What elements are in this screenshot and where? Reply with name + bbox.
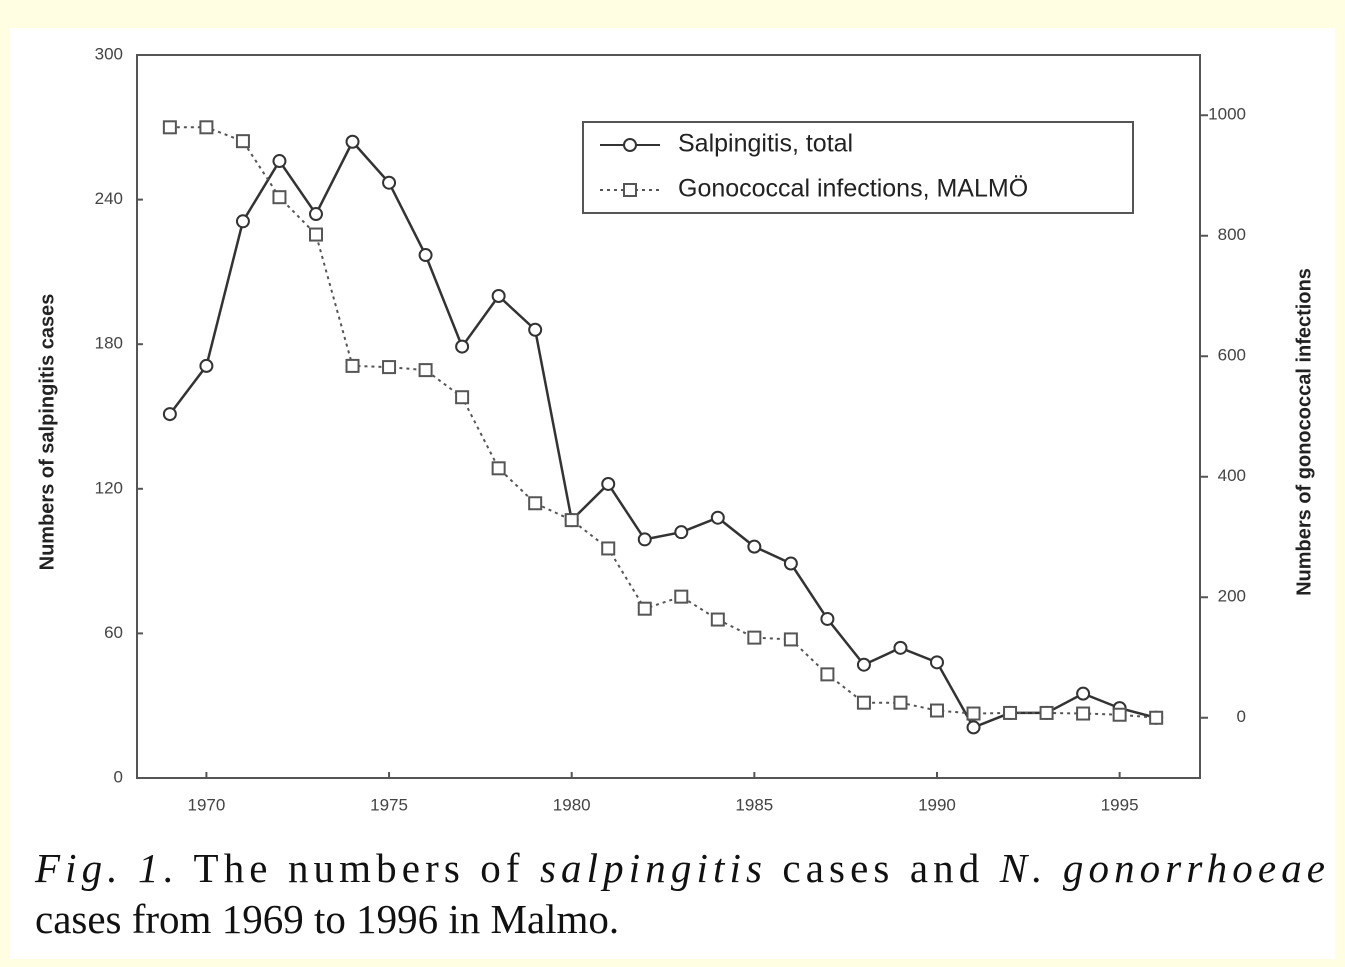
marker-square — [235, 134, 250, 149]
marker-circle — [601, 476, 616, 491]
marker-square — [382, 360, 397, 375]
legend-label: Salpingitis, total — [678, 130, 853, 158]
marker-circle — [382, 175, 397, 190]
marker-circle — [929, 655, 944, 670]
marker-square — [1039, 705, 1054, 720]
x-tick-label: 1995 — [1101, 795, 1139, 814]
x-tick-label: 1975 — [370, 795, 408, 814]
y2-tick-label: 400 — [1218, 466, 1246, 485]
caption-part: salpingitis — [540, 845, 762, 891]
y2-tick-label: 200 — [1218, 587, 1246, 606]
y-tick-label: 180 — [95, 334, 123, 353]
marker-square — [491, 461, 506, 476]
marker-circle — [820, 611, 835, 626]
marker-circle — [966, 720, 981, 735]
marker-square — [601, 541, 616, 556]
marker-circle — [418, 248, 433, 263]
marker-circle — [623, 138, 637, 152]
marker-square — [162, 120, 177, 135]
x-tick-label: 1985 — [735, 795, 773, 814]
marker-square — [929, 703, 944, 718]
marker-square — [308, 227, 323, 242]
marker-square — [747, 630, 762, 645]
marker-circle — [162, 407, 177, 422]
y2-tick-label: 1000 — [1208, 105, 1246, 124]
marker-square — [564, 513, 579, 528]
marker-circle — [783, 556, 798, 571]
x-tick-label: 1990 — [918, 795, 956, 814]
marker-circle — [455, 339, 470, 354]
marker-square — [418, 363, 433, 378]
caption-line: cases from 1969 to 1996 in Malmo. — [35, 896, 619, 942]
marker-circle — [528, 322, 543, 337]
y-tick-label: 240 — [95, 189, 123, 208]
marker-square — [199, 120, 214, 135]
marker-square — [1003, 705, 1018, 720]
caption-part: The numbers of — [179, 845, 535, 891]
x-tick-label: 1980 — [553, 795, 591, 814]
marker-circle — [272, 154, 287, 169]
marker-square — [710, 612, 725, 627]
marker-circle — [308, 207, 323, 222]
marker-circle — [199, 358, 214, 373]
marker-circle — [491, 289, 506, 303]
marker-circle — [856, 657, 871, 672]
marker-circle — [345, 134, 360, 149]
marker-square — [1112, 707, 1127, 722]
y-tick-label: 120 — [95, 478, 123, 497]
y-tick-label: 0 — [114, 767, 123, 786]
y2-axis-title: Numbers of gonococcal infections — [1293, 268, 1315, 596]
marker-circle — [710, 510, 725, 525]
plot-frame — [136, 54, 1201, 779]
marker-square — [1149, 710, 1164, 725]
marker-circle — [235, 214, 250, 229]
marker-square — [272, 190, 287, 205]
y-tick-label: 60 — [104, 623, 123, 642]
series-line — [169, 126, 1157, 719]
y2-tick-label: 800 — [1218, 225, 1246, 244]
series-line — [168, 139, 1157, 729]
marker-square — [783, 632, 798, 647]
marker-square — [856, 695, 871, 710]
legend-label: Gonococcal infections, MALMÖ — [678, 175, 1028, 203]
marker-circle — [747, 539, 762, 554]
marker-square — [820, 667, 835, 682]
y-tick-label: 300 — [95, 44, 123, 63]
caption-line: Fig. 1. The numbers of salpingitis cases… — [34, 845, 1325, 891]
marker-square — [528, 496, 543, 511]
legend-box — [582, 121, 1134, 214]
marker-circle — [674, 525, 689, 540]
marker-square — [623, 183, 637, 197]
y-axis-title: Numbers of salpingitis cases — [36, 294, 58, 571]
marker-square — [637, 601, 652, 616]
marker-square — [455, 390, 470, 405]
marker-square — [966, 706, 981, 721]
marker-square — [674, 589, 689, 604]
y2-tick-label: 0 — [1237, 707, 1246, 726]
marker-circle — [1076, 686, 1091, 701]
y2-tick-label: 600 — [1218, 346, 1246, 365]
marker-circle — [637, 532, 652, 547]
marker-square — [345, 358, 360, 373]
x-tick-label: 1970 — [187, 795, 225, 814]
marker-square — [1076, 706, 1091, 721]
marker-circle — [893, 640, 908, 655]
marker-square — [893, 695, 908, 710]
